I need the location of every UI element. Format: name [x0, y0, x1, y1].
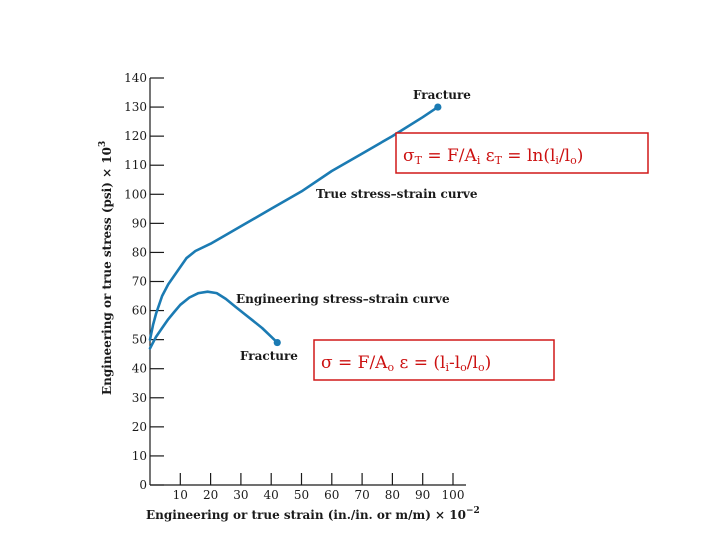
x-tick-label: 100: [442, 488, 465, 502]
engineering-stress-strain-line: [148, 290, 279, 350]
y-tick-label: 30: [132, 391, 147, 405]
x-tick-label: 30: [233, 488, 248, 502]
y-tick-label: 0: [139, 478, 147, 492]
y-tick-label: 130: [124, 100, 147, 114]
x-tick-label: 20: [203, 488, 218, 502]
x-tick-label: 40: [264, 488, 279, 502]
y-tick-label: 100: [124, 187, 147, 201]
y-tick-label: 70: [132, 275, 147, 289]
y-tick-label: 120: [124, 129, 147, 143]
y-tick-label: 10: [132, 449, 147, 463]
x-tick-label: 70: [354, 488, 369, 502]
series-layer: [148, 103, 442, 350]
y-tick-label: 50: [132, 333, 147, 347]
true-stress-strain-line: [148, 105, 440, 341]
x-tick-label: 60: [324, 488, 339, 502]
y-axis-title: Engineering or true stress (psi) × 103: [98, 141, 114, 395]
y-tick-label: 80: [132, 245, 147, 259]
y-tick-label: 60: [132, 304, 147, 318]
true-equation-box: σT = F/Ai εT = ln(li/lo): [395, 132, 649, 174]
true-curve-label: True stress–strain curve: [316, 187, 478, 201]
x-tick-label: 90: [415, 488, 430, 502]
true-fracture-point: [434, 103, 442, 111]
x-axis-ticks: 10 20 30 40 50 60 70 80 90 100: [173, 473, 465, 502]
y-tick-label: 40: [132, 362, 147, 376]
x-tick-label: 50: [294, 488, 309, 502]
x-axis-title: Engineering or true strain (in./in. or m…: [146, 506, 480, 522]
x-tick-label: 80: [385, 488, 400, 502]
fracture-label-engineering: Fracture: [240, 349, 298, 363]
y-axis-ticks: 0 10 20 30 40 50 60 70 80 90 100 110 120 130 140: [124, 71, 164, 492]
y-tick-label: 110: [124, 158, 147, 172]
y-tick-label: 140: [124, 71, 147, 85]
engineering-equation-box: σ = F/Ao ε = (li-lo/lo): [313, 339, 555, 381]
true-equation-text: σT = F/Ai εT = ln(li/lo): [403, 146, 583, 167]
engineering-fracture-point: [273, 338, 281, 347]
engineering-curve-label: Engineering stress–strain curve: [236, 292, 450, 306]
y-tick-label: 90: [132, 216, 147, 230]
fracture-label-true: Fracture: [413, 88, 471, 102]
x-tick-label: 10: [173, 488, 188, 502]
engineering-equation-text: σ = F/Ao ε = (li-lo/lo): [321, 353, 491, 374]
y-tick-label: 20: [132, 420, 147, 434]
